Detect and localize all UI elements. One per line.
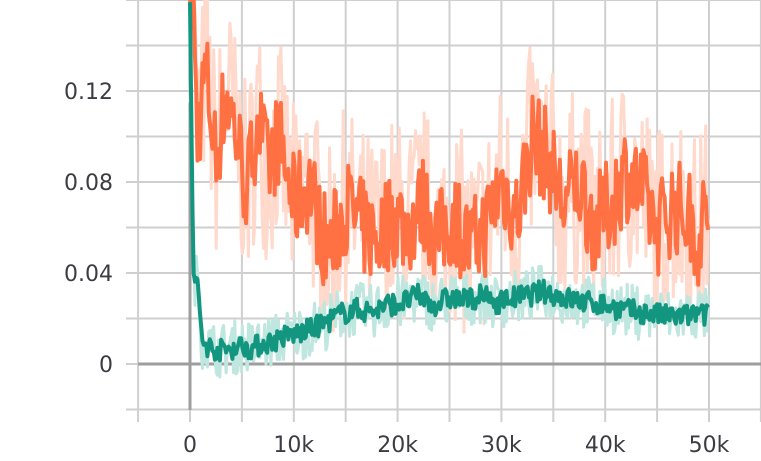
series-1-raw-line [188, 0, 710, 334]
x-tick-label: 40k [585, 433, 626, 458]
y-tick-label: 0 [99, 353, 113, 378]
y-tick-label: 0.12 [64, 80, 113, 105]
series-1-smoothed-line [188, 0, 711, 287]
tick-labels: 0 0.04 0.08 0.12 0 10k 20k 30k 40k 50k [64, 80, 730, 458]
x-tick-label: 30k [481, 433, 522, 458]
y-tick-label: 0.08 [64, 171, 113, 196]
x-tick-label: 10k [273, 433, 314, 458]
y-tick-label: 0.04 [64, 262, 113, 287]
x-tick-label: 50k [689, 433, 730, 458]
x-tick-label: 0 [183, 433, 197, 458]
x-tick-label: 20k [377, 433, 418, 458]
series-smoothed-layer [188, 0, 711, 363]
series-2-smoothed-line [188, 2, 710, 363]
